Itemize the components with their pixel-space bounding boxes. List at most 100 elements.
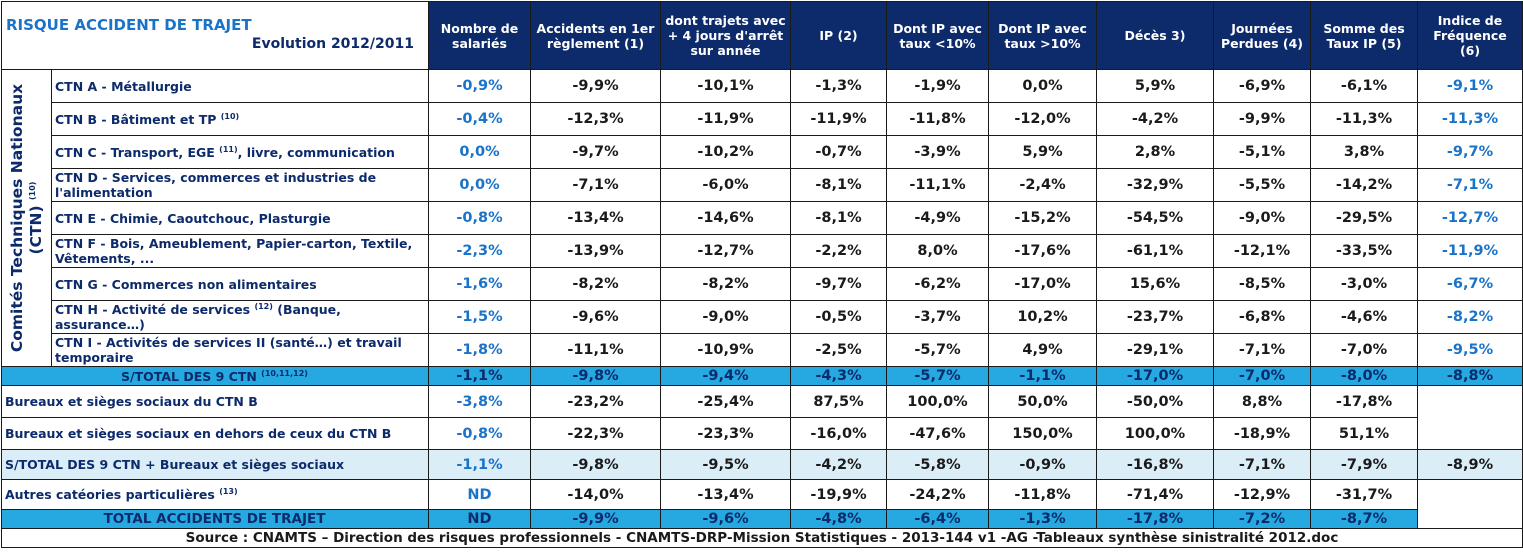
cell-value: -6,0%: [660, 168, 791, 202]
cell-value: 15,6%: [1096, 267, 1214, 301]
col-header-indice-frequence: Indice de Fréquence (6): [1417, 1, 1523, 70]
cell-value: -2,2%: [790, 234, 887, 268]
col-header-trajets-4j: dont trajets avec + 4 jours d'arrêt sur …: [660, 1, 791, 70]
cell-value: -23,2%: [530, 385, 661, 418]
cell-value: -33,5%: [1310, 234, 1418, 268]
cell-value: -0,9%: [988, 449, 1097, 480]
cell-value: -4,2%: [1096, 102, 1214, 136]
cell-value: 5,9%: [988, 135, 1097, 169]
cell-value: -9,9%: [1213, 102, 1311, 136]
cell-value: -11,1%: [530, 333, 661, 367]
table-row: Bureaux et sièges sociaux du CTN B -3,8%…: [1, 385, 1523, 450]
cell-value: -61,1%: [1096, 234, 1214, 268]
cell-value: -6,4%: [886, 509, 989, 529]
cell-value: -12,1%: [1213, 234, 1311, 268]
cell-value: -4,2%: [790, 449, 887, 480]
cell-value: -29,5%: [1310, 201, 1418, 235]
empty-cell: [1417, 479, 1523, 529]
cell-value: -9,7%: [530, 135, 661, 169]
cell-value: -9,6%: [530, 300, 661, 334]
cell-value: -22,3%: [530, 417, 661, 450]
cell-value: ND: [428, 479, 531, 510]
col-header-salaries: Nombre de salariés: [428, 1, 531, 70]
row-label: CTN H - Activité de services (12) (Banqu…: [51, 300, 429, 334]
cell-value: -25,4%: [660, 385, 791, 418]
cell-value: -10,9%: [660, 333, 791, 367]
cell-value: 10,2%: [988, 300, 1097, 334]
cell-value: -0,8%: [428, 417, 531, 450]
row-label: CTN I - Activités de services II (santé……: [51, 333, 429, 367]
cell-value: -5,1%: [1213, 135, 1311, 169]
cell-value: -14,0%: [530, 479, 661, 510]
cell-value: -11,3%: [1310, 102, 1418, 136]
cell-value: 100,0%: [1096, 417, 1214, 450]
cell-value: -11,8%: [988, 479, 1097, 510]
cell-value: -12,7%: [660, 234, 791, 268]
cell-value: -8,9%: [1417, 449, 1523, 480]
cell-value: 100,0%: [886, 385, 989, 418]
cell-value: -1,3%: [988, 509, 1097, 529]
cell-value: -24,2%: [886, 479, 989, 510]
cell-value: -23,7%: [1096, 300, 1214, 334]
cell-value: -5,7%: [886, 366, 989, 386]
cell-value: -11,3%: [1417, 102, 1523, 136]
row-label: S/TOTAL DES 9 CTN (10,11,12): [1, 366, 429, 386]
cell-value: -10,1%: [660, 69, 791, 103]
cell-value: -9,4%: [660, 366, 791, 386]
cell-value: -12,3%: [530, 102, 661, 136]
subtotal-ctn-row: S/TOTAL DES 9 CTN (10,11,12) -1,1% -9,8%…: [1, 366, 1523, 386]
cell-value: -9,5%: [1417, 333, 1523, 367]
cell-value: -1,8%: [428, 333, 531, 367]
cell-value: 8,8%: [1213, 385, 1311, 418]
table-subtitle: Evolution 2012/2011: [251, 36, 414, 52]
cell-value: -8,8%: [1417, 366, 1523, 386]
cell-value: -0,7%: [790, 135, 887, 169]
table-row: Comités Techniques Nationaux (CTN) (10) …: [1, 69, 1523, 367]
subtotal-bureaux-row: S/TOTAL DES 9 CTN + Bureaux et sièges so…: [1, 449, 1523, 480]
table-row: CTN I - Activités de services II (santé……: [2, 333, 1523, 367]
row-label: TOTAL ACCIDENTS DE TRAJET: [1, 509, 429, 529]
row-label: Bureaux et sièges sociaux du CTN B: [1, 385, 429, 418]
side-label-cell: Comités Techniques Nationaux (CTN) (10): [1, 69, 52, 367]
row-label: Autres catéories particulières (13): [1, 479, 429, 510]
cell-value: 0,0%: [988, 69, 1097, 103]
cell-value: 4,9%: [988, 333, 1097, 367]
cell-value: -50,0%: [1096, 385, 1214, 418]
col-header-ip-lt10: Dont IP avec taux <10%: [886, 1, 989, 70]
table-row: CTN H - Activité de services (12) (Banqu…: [2, 300, 1523, 334]
cell-value: -2,3%: [428, 234, 531, 268]
cell-value: -16,8%: [1096, 449, 1214, 480]
cell-value: -1,1%: [428, 366, 531, 386]
cell-value: 8,0%: [886, 234, 989, 268]
cell-value: -9,5%: [660, 449, 791, 480]
cell-value: -9,0%: [1213, 201, 1311, 235]
cell-value: -1,3%: [790, 69, 887, 103]
cell-value: -8,1%: [790, 201, 887, 235]
cell-value: 5,9%: [1096, 69, 1214, 103]
cell-value: 50,0%: [988, 385, 1097, 418]
cell-value: -7,2%: [1213, 509, 1311, 529]
table-row: Autres catéories particulières (13) ND -…: [1, 479, 1523, 529]
col-header-deces: Décès 3): [1096, 1, 1214, 70]
cell-value: 0,0%: [428, 168, 531, 202]
cell-value: -0,4%: [428, 102, 531, 136]
cell-value: -9,7%: [790, 267, 887, 301]
side-label: Comités Techniques Nationaux (CTN) (10): [7, 83, 45, 353]
source-row: Source : CNAMTS – Direction des risques …: [1, 528, 1523, 548]
cell-value: -23,3%: [660, 417, 791, 450]
cell-value: -5,8%: [886, 449, 989, 480]
cell-value: -16,0%: [790, 417, 887, 450]
cell-value: -4,9%: [886, 201, 989, 235]
cell-value: -19,9%: [790, 479, 887, 510]
cell-value: -9,6%: [660, 509, 791, 529]
cell-value: -17,0%: [988, 267, 1097, 301]
empty-cell: [1417, 385, 1523, 450]
col-header-ip-gt10: Dont IP avec taux >10%: [988, 1, 1097, 70]
cell-value: -7,1%: [1213, 449, 1311, 480]
cell-value: -6,2%: [886, 267, 989, 301]
row-label: CTN A - Métallurgie: [51, 69, 429, 103]
cell-value: -8,1%: [790, 168, 887, 202]
cell-value: -9,1%: [1417, 69, 1523, 103]
cell-value: -8,7%: [1310, 509, 1418, 529]
cell-value: -13,4%: [530, 201, 661, 235]
